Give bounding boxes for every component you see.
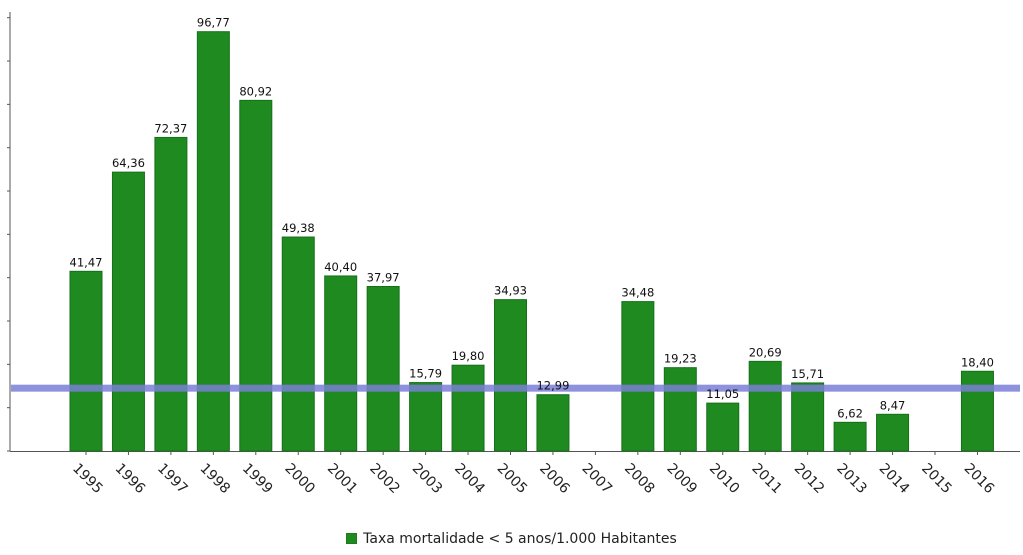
bar-2010 [706,402,740,452]
x-tick-label-2000: 2000 [281,461,318,498]
data-label-1999: 80,92 [239,84,272,98]
data-label-2001: 40,40 [324,260,357,274]
x-tick-label-2008: 2008 [621,461,658,498]
x-tick-label-2005: 2005 [494,461,531,498]
x-tick-label-2003: 2003 [409,461,446,498]
x-tick-label-2006: 2006 [536,461,573,498]
data-label-2009: 19,23 [664,352,697,366]
bar-2003 [409,382,443,452]
bar-2016 [960,370,994,452]
x-tick-label-2013: 2013 [833,461,870,498]
x-tick-label-2012: 2012 [791,461,828,498]
data-label-2013: 6,62 [837,406,863,420]
legend: Taxa mortalidade < 5 anos/1.000 Habitant… [0,531,1023,547]
bar-2000 [281,236,315,452]
x-tick-label-1997: 1997 [154,461,191,498]
bar-1996 [111,171,145,452]
bar-2009 [663,367,697,452]
data-label-1998: 96,77 [197,16,230,30]
x-tick-label-2010: 2010 [706,461,743,498]
x-tick-label-1996: 1996 [112,461,149,498]
x-tick-label-2002: 2002 [366,461,403,498]
x-tick-label-2011: 2011 [748,461,785,498]
x-tick-label-2014: 2014 [876,461,913,498]
x-tick-label-2016: 2016 [961,461,998,498]
bar-2002 [366,285,400,452]
data-label-1997: 72,37 [154,121,187,135]
data-label-2000: 49,38 [282,221,315,235]
data-label-2004: 19,80 [452,349,485,363]
data-label-2014: 8,47 [880,398,906,412]
bar-2008 [621,301,655,452]
bar-1995 [69,270,103,452]
data-label-2010: 11,05 [706,387,739,401]
bar-2004 [451,364,485,452]
bar-2011 [748,360,782,452]
x-tick-label-2001: 2001 [324,461,361,498]
data-label-2002: 37,97 [367,270,400,284]
bar-2012 [791,382,825,452]
x-tick-label-2004: 2004 [451,461,488,498]
bar-1997 [154,136,188,452]
bar-2001 [324,275,358,452]
data-label-2011: 20,69 [749,345,782,359]
data-label-2003: 15,79 [409,367,442,381]
x-tick-label-2009: 2009 [663,461,700,498]
x-tick-label-1998: 1998 [197,461,234,498]
data-label-1995: 41,47 [70,255,103,269]
bar-2006 [536,394,570,452]
bar-2013 [833,421,867,452]
legend-label: Taxa mortalidade < 5 anos/1.000 Habitant… [363,531,677,547]
reference-line [11,384,1020,392]
bar-2014 [876,413,910,452]
chart: 1995 1996 1997 1998 1999 2000 2001 2002 2003 2004… [7,12,1020,498]
x-tick-label-2015: 2015 [918,461,955,498]
x-tick-label-2007: 2007 [579,461,616,498]
legend-swatch [346,533,358,544]
bar-1999 [239,99,273,452]
data-label-2005: 34,93 [494,284,527,298]
x-tick-label-1999: 1999 [239,461,276,498]
data-label-2016: 18,40 [961,355,994,369]
data-label-2012: 15,71 [791,367,824,381]
bar-2005 [494,299,527,452]
x-tick-label-1995: 1995 [69,461,106,498]
data-label-2008: 34,48 [621,286,654,300]
data-label-1996: 64,36 [112,156,145,170]
data-label-2006: 12,99 [536,379,569,393]
